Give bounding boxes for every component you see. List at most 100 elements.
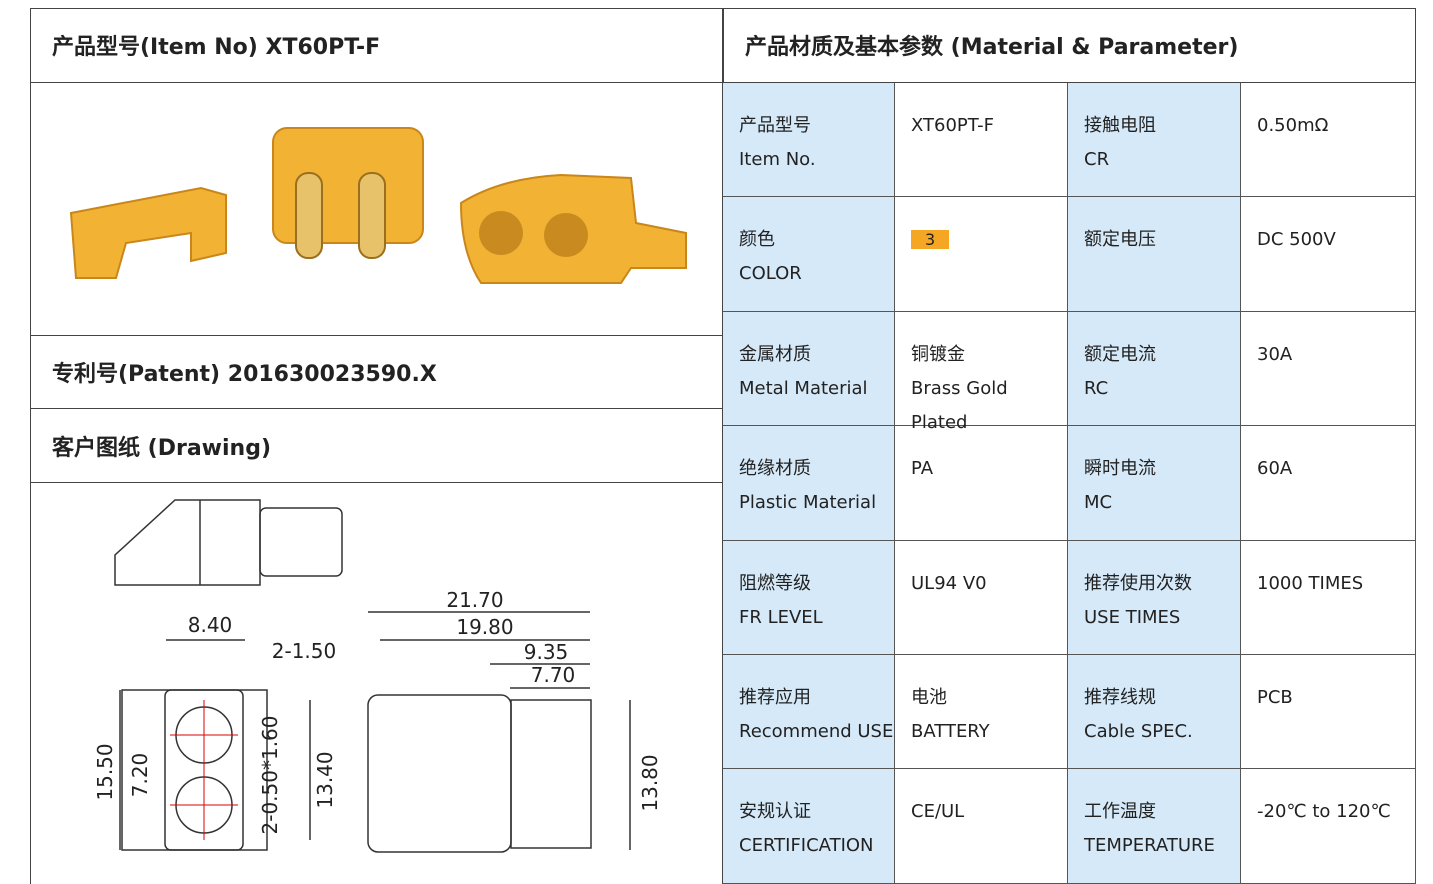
cell-text: TEMPERATURE [1084,835,1215,857]
cell-text: BATTERY [911,721,990,742]
cell-text: Metal Material [739,377,868,399]
table-cell: 瞬时电流 MC [1068,426,1241,541]
table-cell: 推荐使用次数 USE TIMES [1068,540,1241,655]
table-cell: 产品型号 Item No. [723,83,895,198]
cell-text: 推荐应用 [739,681,894,715]
cell-text: 30A [1257,338,1415,372]
cell-text: 接触电阻 [1084,115,1156,136]
cell-text: Item No. [739,149,816,170]
cell-text: 颜色 [739,229,775,251]
cell-text: TEMPERATURE [1084,829,1240,863]
table-cell: 金属材质 Metal Material [723,311,895,427]
cell-text: MC [1084,486,1240,520]
cell-text: XT60PT-F [911,109,1067,143]
cell-text: USE TIMES [1084,606,1181,628]
cell-text: 0.50mΩ [1257,109,1415,143]
cell-text: 电池 [911,687,947,708]
cell-text: Metal Material [739,372,894,406]
cell-text: USE TIMES [1084,601,1240,635]
cell-text: FR LEVEL [739,606,823,628]
table-cell: 工作温度 TEMPERATURE [1068,769,1241,884]
cell-text: 产品型号 [739,109,894,143]
cell-text: 60A [1257,458,1293,480]
cell-text: 瞬时电流 [1084,452,1240,486]
cell-text: 工作温度 [1084,795,1240,829]
cell-text: 电池 [911,681,1067,715]
cell-text: 额定电压 [1084,229,1156,251]
table-cell: DC 500V [1241,197,1416,312]
cell-text: BATTERY [911,715,1067,749]
cell-text: CERTIFICATION [739,835,874,857]
table-cell: XT60PT-F [895,83,1068,198]
cell-text: 推荐使用次数 [1084,572,1192,594]
cell-text: Cable SPEC. [1084,721,1193,742]
cell-text: CR [1084,143,1240,177]
cell-text: -20℃ to 120℃ [1257,801,1391,823]
cell-text: -20℃ to 120℃ [1257,795,1415,829]
cell-text: 安规认证 [739,801,811,823]
cell-text: UL94 V0 [911,572,987,594]
cell-text: 0.50mΩ [1257,115,1329,136]
table-cell: 额定电压 [1068,197,1241,312]
table-cell: 30A [1241,311,1416,427]
table-cell: 颜色 COLOR [723,197,895,312]
cell-text: COLOR [739,263,802,285]
cell-text: XT60PT-F [911,115,994,136]
table-cell: 0.50mΩ [1241,83,1416,198]
cell-text: 额定电流 [1084,338,1240,372]
cell-text: Item No. [739,143,894,177]
cell-text: 铜镀金 [911,343,965,365]
table-cell: 电池 BATTERY [895,655,1068,770]
table-cell: 铜镀金 Brass Gold Plated [895,311,1068,433]
cell-text: 安规认证 [739,795,894,829]
cell-text: 推荐线规 [1084,687,1156,708]
cell-text: DC 500V [1257,223,1415,257]
cell-text: 瞬时电流 [1084,458,1156,480]
table-cell: 3 [895,197,1068,312]
cell-text: Recommend USE [739,721,894,742]
cell-text: DC 500V [1257,229,1336,251]
table-cell: 1000 TIMES [1241,540,1416,655]
cell-text: 接触电阻 [1084,109,1240,143]
cell-text: 绝缘材质 [739,458,811,480]
cell-text: 30A [1257,343,1293,365]
cell-text: CERTIFICATION [739,829,894,863]
cell-text: 1000 TIMES [1257,567,1415,601]
cell-text: Plastic Material [739,486,894,520]
cell-text: Brass Gold Plated [911,372,1067,440]
table-cell: PA [895,426,1068,541]
cell-text: CR [1084,149,1110,170]
cell-text: 3 [911,223,1067,257]
cell-text: 阻燃等级 [739,567,894,601]
table-cell: 接触电阻 CR [1068,83,1241,198]
table-cell: 额定电流 RC [1068,311,1241,427]
cell-text: Brass Gold Plated [911,377,1008,433]
cell-text: 绝缘材质 [739,452,894,486]
cell-text: Cable SPEC. [1084,715,1240,749]
cell-text: 3 [911,230,950,250]
table-cell: 阻燃等级 FR LEVEL [723,540,895,655]
table-cell: 安规认证 CERTIFICATION [723,769,895,884]
cell-text: 额定电流 [1084,343,1156,365]
cell-text: 额定电压 [1084,223,1240,257]
cell-text: 工作温度 [1084,801,1156,823]
cell-text: 金属材质 [739,338,894,372]
cell-text: 推荐线规 [1084,681,1240,715]
table-cell: PCB [1241,655,1416,770]
table-cell: 60A [1241,426,1416,541]
product-photo [69,127,687,284]
cell-text: 60A [1257,452,1415,486]
param-header: 产品材质及基本参数 (Material & Parameter) [723,8,1416,83]
cell-text: PA [911,458,934,480]
table-cell: CE/UL [895,769,1068,884]
cell-text: 颜色 [739,223,894,257]
cell-text: CE/UL [911,795,1067,829]
cell-text: UL94 V0 [911,567,1067,601]
cell-text: 铜镀金 [911,338,1067,372]
cell-text: 推荐应用 [739,687,811,708]
cell-text: CE/UL [911,801,965,823]
table-cell: 推荐应用 Recommend USE [723,655,895,770]
table-cell: -20℃ to 120℃ [1241,769,1416,884]
cell-text: 金属材质 [739,343,811,365]
